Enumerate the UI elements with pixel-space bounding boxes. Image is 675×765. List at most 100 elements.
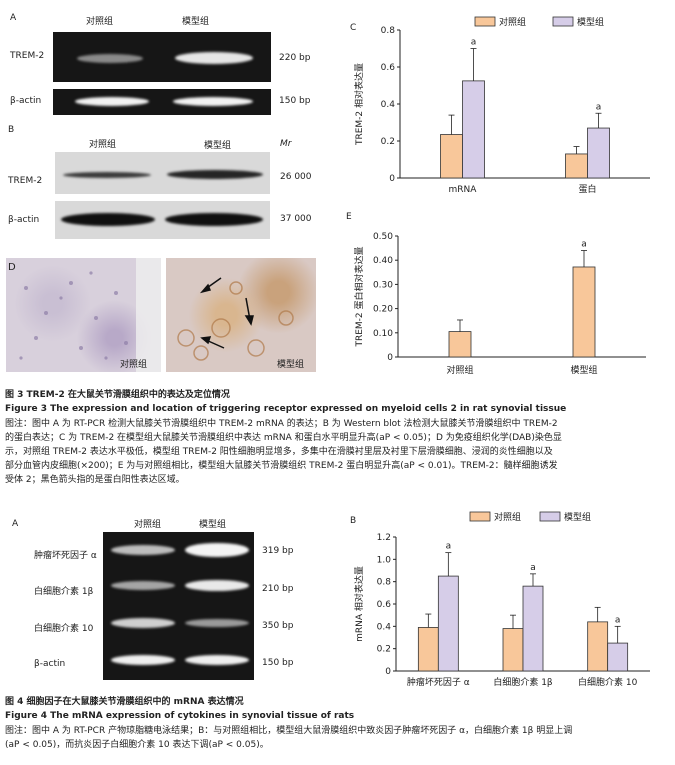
chart-c-panel-label: C: [350, 23, 356, 33]
fig3-caption-line: 受体 2；黑色箭头指的是蛋白阳性表达区域。: [5, 475, 185, 485]
fig3a-gel-actin: [53, 89, 271, 115]
chart-c-legend-label: 对照组: [499, 16, 526, 28]
chart-b-x-tick-label: 肿瘤坏死因子 α: [407, 676, 470, 688]
chart-e-y-axis-label: TREM-2 蛋白相对表达量: [353, 246, 365, 347]
fig4-caption-line: (aP < 0.05)，而抗炎因子白细胞介素 10 表达下调(aP < 0.05…: [5, 740, 269, 750]
chart-b-y-tick-label: 1.2: [377, 533, 391, 543]
fig4a-row-actin: β-actin: [34, 659, 66, 669]
fig3d-micrograph-model: [166, 258, 316, 372]
chart-b-bar: [522, 585, 544, 672]
fig4a-row-il10: 白细胞介素 10: [34, 624, 94, 634]
chart-b-y-tick-label: 0: [385, 667, 391, 677]
fig3d-label-control: 对照组: [120, 360, 148, 370]
chart-b-significance-mark: a: [615, 615, 621, 625]
chart-e-bar: [448, 331, 472, 358]
chart-b-x-tick-label: 白细胞介素 10: [578, 676, 638, 688]
chart-c-legend-swatch: [552, 16, 574, 27]
fig3a-lane-control: 对照组: [86, 17, 114, 27]
gel-band: [77, 54, 143, 63]
fig3-panel-a-label: A: [10, 13, 17, 23]
arrow-icon: [199, 277, 254, 349]
fig3a-size-actin: 150 bp: [279, 96, 311, 106]
fig3-caption-line: 图注：图中 A 为 RT-PCR 检测大鼠膝关节滑膜组织中 TREM-2 mRN…: [5, 419, 558, 429]
fig3b-lane-model: 模型组: [204, 141, 232, 151]
chart-c-significance-mark: a: [471, 38, 477, 48]
chart-b-x-tick-label: 白细胞介素 1β: [493, 676, 553, 688]
fig3b-row-trem2: TREM-2: [8, 176, 43, 186]
chart-c-y-tick-label: 0: [389, 174, 395, 184]
fig3a-lane-model: 模型组: [182, 17, 210, 27]
chart-fig4-b: B 0 0.2 0.4 0.6 0.8 1.0 1.2 mRNA 相对表达量 a 肿瘤坏死因子 α a…: [350, 511, 650, 688]
fig3-title-cn: 图 3 TREM-2 在大鼠关节滑膜组织中的表达及定位情况: [5, 390, 230, 400]
chart-b-bar: [607, 642, 629, 672]
fig3-caption-line: 示，对照组 TREM-2 表达水平极低，模型组 TREM-2 阳性细胞明显增多，…: [5, 447, 553, 457]
chart-c-y-tick-label: 0.6: [381, 63, 396, 73]
fig3b-lane-control: 对照组: [89, 140, 117, 150]
fig3-title-en: Figure 3 The expression and location of …: [5, 404, 567, 414]
blot-band: [165, 213, 263, 226]
chart-b-legend-label: 对照组: [494, 511, 521, 523]
chart-c-legend-swatch: [474, 16, 496, 27]
fig3a-row-actin: β-actin: [10, 96, 42, 106]
gel-band: [111, 655, 175, 665]
chart-c-significance-mark: a: [596, 102, 602, 112]
fig4a-row-il1b: 白细胞介素 1β: [34, 587, 94, 597]
chart-c-y-tick-label: 0.8: [381, 26, 396, 36]
chart-c-y-tick-label: 0.2: [381, 137, 395, 147]
fig3b-row-actin: β-actin: [8, 215, 40, 225]
chart-b-bar: [587, 621, 609, 672]
fig3a-gel-trem2: [53, 32, 271, 82]
fig3-caption-line: 的蛋白表达；C 为 TREM-2 在模型组大鼠膝关节滑膜组织中表达 mRNA 和…: [5, 433, 562, 443]
gel-band: [75, 97, 149, 106]
gel-band: [111, 545, 175, 555]
chart-b-bar: [437, 575, 459, 672]
chart-b-y-tick-label: 0.8: [377, 578, 392, 588]
chart-b-y-tick-label: 0.2: [377, 645, 391, 655]
chart-b-legend-label: 模型组: [564, 511, 591, 523]
gel-band: [185, 580, 249, 591]
fig4-caption-line: 图注：图中 A 为 RT-PCR 产物琼脂糖电泳结果；B：与对照组相比，模型组大…: [5, 726, 573, 736]
gel-band: [185, 543, 249, 557]
gel-band: [185, 619, 249, 627]
fig3b-size-trem2: 26 000: [280, 172, 312, 182]
fig4-title-en: Figure 4 The mRNA expression of cytokine…: [5, 711, 355, 721]
chart-b-y-tick-label: 0.4: [377, 622, 392, 632]
fig3-panel-d-label: D: [8, 262, 16, 273]
chart-c-x-tick-label: 蛋白: [578, 183, 596, 195]
gel-band: [111, 618, 175, 628]
fig4a-size-actin: 150 bp: [262, 658, 294, 668]
chart-c-y-axis-label: TREM-2 相对表达量: [353, 63, 365, 146]
chart-e-y-tick-label: 0: [387, 353, 393, 363]
chart-c-bar: [565, 153, 588, 179]
chart-c-bar: [440, 134, 463, 179]
chart-b-legend-swatch: [539, 511, 561, 522]
fig3-panel-b-label: B: [8, 125, 15, 135]
chart-b-y-tick-label: 1.0: [377, 555, 392, 565]
chart-e-y-tick-label: 0.30: [373, 280, 393, 290]
chart-e-y-tick-label: 0.50: [373, 232, 393, 242]
chart-c-legend-label: 模型组: [577, 16, 604, 28]
fig3a-row-trem2: TREM-2: [10, 51, 45, 61]
chart-e-y-tick-label: 0.10: [373, 329, 393, 339]
gel-band: [185, 655, 249, 665]
fig3d-micrograph-control: [6, 258, 161, 372]
chart-b-y-axis-label: mRNA 相对表达量: [353, 566, 365, 642]
fig4a-gel: [103, 532, 254, 680]
fig4-title-cn: 图 4 细胞因子在大鼠膝关节滑膜组织中的 mRNA 表达情况: [5, 697, 244, 707]
fig3a-size-trem2: 220 bp: [279, 53, 311, 63]
fig4a-size-tnf: 319 bp: [262, 546, 294, 556]
blot-band: [61, 213, 155, 226]
chart-b-bar: [502, 628, 524, 672]
fig3b-blot-actin: [55, 201, 270, 239]
chart-e-y-tick-label: 0.40: [373, 256, 393, 266]
fig4a-row-tnf: 肿瘤坏死因子 α: [34, 551, 97, 561]
gel-band: [111, 581, 175, 590]
fig3b-blot-trem2: [55, 152, 270, 194]
chart-e-y-tick-label: 0.20: [373, 305, 393, 315]
chart-b-significance-mark: a: [446, 542, 452, 552]
chart-b-panel-label: B: [350, 516, 356, 526]
fig3-caption-line: 部分血管内皮细胞(×200)；E 为与对照组相比，模型组大鼠膝关节滑膜组织 TR…: [5, 461, 558, 471]
fig4-panel-a-label: A: [12, 519, 19, 529]
